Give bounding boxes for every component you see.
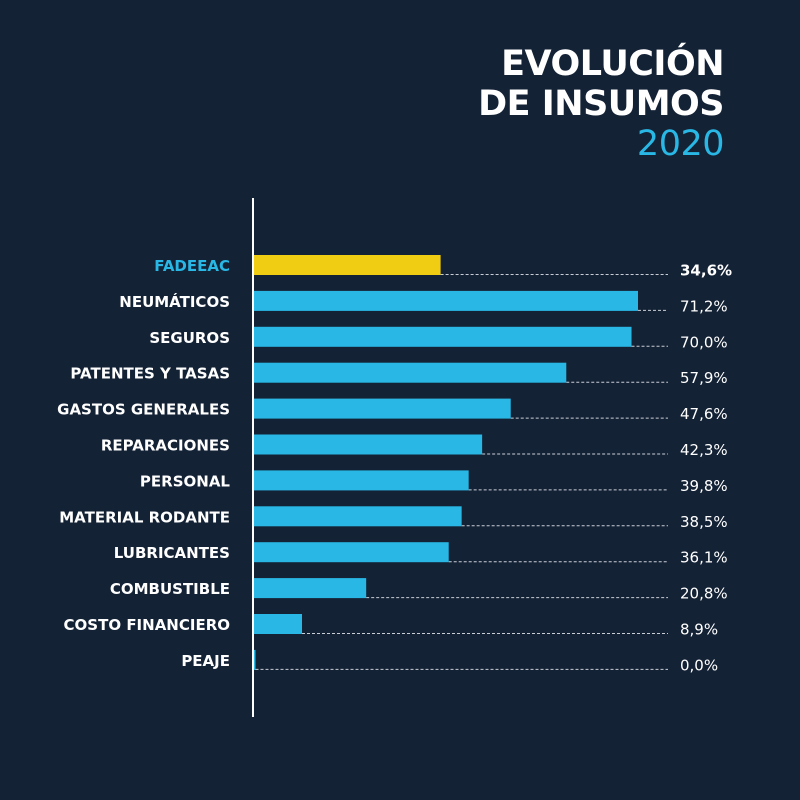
value-label: 0,0% (680, 656, 718, 674)
value-label: 20,8% (680, 585, 728, 603)
category-label: COMBUSTIBLE (110, 580, 230, 598)
category-label: PERSONAL (140, 472, 231, 490)
value-label: 38,5% (680, 513, 728, 531)
category-label: GASTOS GENERALES (57, 401, 230, 419)
bar (254, 578, 367, 599)
bar (254, 255, 441, 275)
value-label: 42,3% (680, 441, 728, 459)
value-label: 34,6% (680, 262, 732, 280)
category-label: NEUMÁTICOS (119, 292, 230, 311)
bar (254, 506, 462, 527)
category-label: REPARACIONES (101, 437, 230, 455)
chart-subtitle: 2020 (636, 124, 725, 164)
bar (254, 614, 302, 634)
category-label: PATENTES Y TASAS (70, 365, 230, 383)
title-line-1: EVOLUCIÓN (501, 44, 724, 84)
category-label: SEGUROS (149, 329, 230, 347)
bar (254, 290, 638, 311)
bar (254, 434, 483, 455)
value-label: 71,2% (680, 297, 728, 315)
category-label: MATERIAL RODANTE (59, 508, 230, 526)
value-label: 39,8% (680, 477, 728, 495)
value-label: 70,0% (680, 333, 728, 351)
category-label: COSTO FINANCIERO (64, 616, 230, 634)
title-line-2: DE INSUMOS (478, 84, 724, 124)
value-label: 47,6% (680, 405, 728, 423)
bar (254, 326, 632, 347)
bar (254, 470, 469, 491)
chart-title: EVOLUCIÓN DE INSUMOS 2020 (478, 44, 724, 164)
category-label: PEAJE (181, 652, 230, 670)
value-label: 8,9% (680, 621, 718, 639)
category-label: FADEEAC (154, 257, 230, 275)
bar (254, 362, 567, 383)
bar (254, 398, 511, 419)
category-label: LUBRICANTES (114, 544, 230, 562)
bar (254, 542, 449, 563)
bar (254, 649, 256, 670)
value-label: 57,9% (680, 369, 728, 387)
value-label: 36,1% (680, 549, 728, 567)
